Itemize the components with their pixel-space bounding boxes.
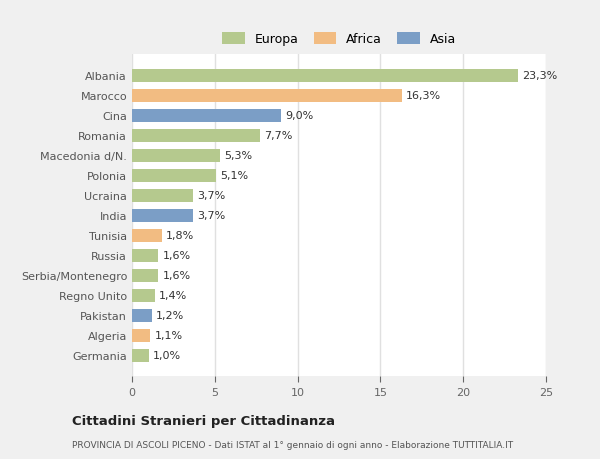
- Text: 23,3%: 23,3%: [522, 71, 557, 81]
- Text: 5,3%: 5,3%: [224, 151, 252, 161]
- Text: 1,4%: 1,4%: [160, 291, 188, 301]
- Text: 1,8%: 1,8%: [166, 231, 194, 241]
- Text: 1,2%: 1,2%: [156, 310, 184, 320]
- Bar: [132, 249, 158, 262]
- Bar: [132, 269, 158, 282]
- Bar: [132, 329, 150, 342]
- Text: 16,3%: 16,3%: [406, 91, 441, 101]
- Text: 3,7%: 3,7%: [197, 191, 226, 201]
- Text: 1,6%: 1,6%: [163, 270, 191, 280]
- Text: 7,7%: 7,7%: [263, 131, 292, 141]
- Bar: [132, 110, 281, 123]
- Text: Cittadini Stranieri per Cittadinanza: Cittadini Stranieri per Cittadinanza: [72, 414, 335, 428]
- Text: 1,6%: 1,6%: [163, 251, 191, 261]
- Text: 3,7%: 3,7%: [197, 211, 226, 221]
- Bar: [132, 169, 217, 182]
- Bar: [132, 289, 155, 302]
- Text: 1,0%: 1,0%: [152, 350, 181, 360]
- Text: PROVINCIA DI ASCOLI PICENO - Dati ISTAT al 1° gennaio di ogni anno - Elaborazion: PROVINCIA DI ASCOLI PICENO - Dati ISTAT …: [72, 441, 513, 449]
- Bar: [132, 229, 162, 242]
- Bar: [132, 150, 220, 162]
- Text: 1,1%: 1,1%: [154, 330, 182, 340]
- Bar: [132, 90, 402, 102]
- Bar: [132, 349, 149, 362]
- Bar: [132, 129, 260, 142]
- Text: 9,0%: 9,0%: [285, 111, 313, 121]
- Bar: [132, 209, 193, 222]
- Bar: [132, 309, 152, 322]
- Text: 5,1%: 5,1%: [221, 171, 249, 181]
- Legend: Europa, Africa, Asia: Europa, Africa, Asia: [218, 29, 460, 50]
- Bar: [132, 189, 193, 202]
- Bar: [132, 70, 518, 83]
